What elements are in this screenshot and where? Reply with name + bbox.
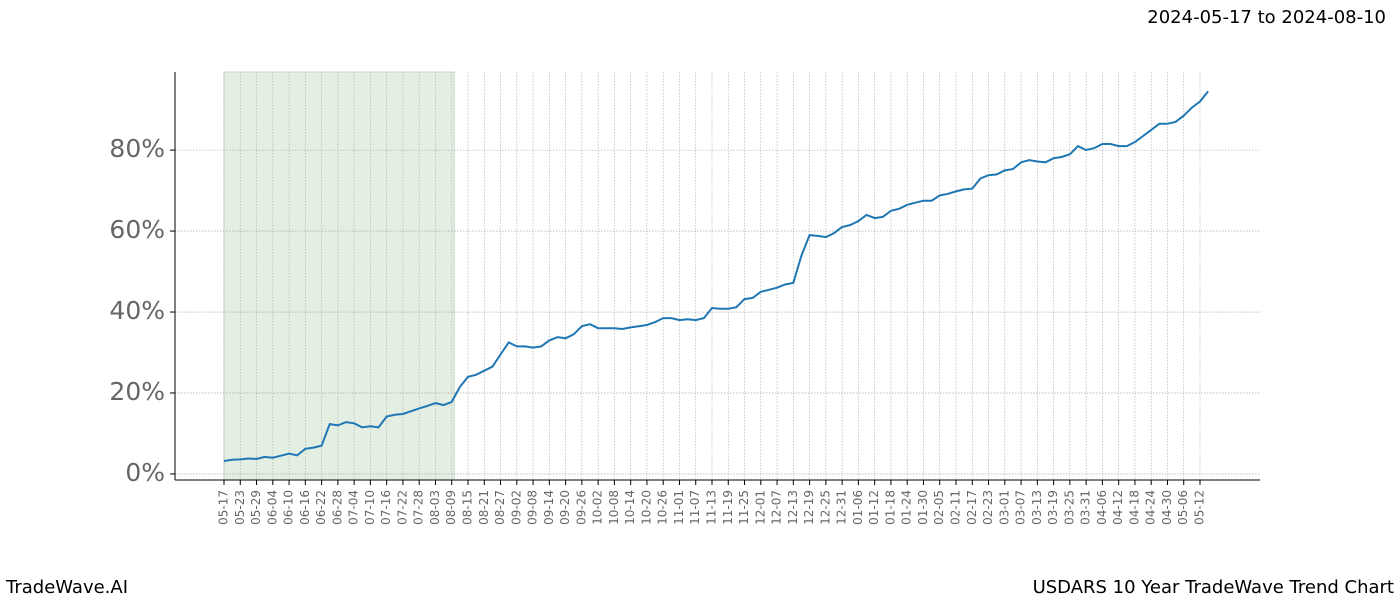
x-tick-label: 03-13 <box>1030 490 1044 525</box>
x-tick-label: 01-12 <box>867 490 881 525</box>
x-tick-label: 04-06 <box>1095 490 1109 525</box>
x-tick-label: 11-25 <box>737 490 751 525</box>
trend-line <box>223 90 1209 462</box>
x-tick-label: 09-02 <box>509 490 523 525</box>
x-tick-label: 02-17 <box>965 490 979 525</box>
x-tick-label: 05-17 <box>217 490 231 525</box>
x-tick-label: 11-01 <box>672 490 686 525</box>
x-tick-label: 01-24 <box>900 490 914 525</box>
x-tick-label: 03-19 <box>1046 490 1060 525</box>
x-tick-label: 03-01 <box>997 490 1011 525</box>
x-tick-label: 08-15 <box>461 490 475 525</box>
x-tick-label: 09-20 <box>558 490 572 525</box>
x-tick-label: 06-16 <box>298 490 312 525</box>
x-tick-label: 04-30 <box>1160 490 1174 525</box>
x-tick-label: 07-22 <box>395 490 409 525</box>
y-tick-label: 40% <box>109 296 165 325</box>
x-tick-label: 12-07 <box>770 490 784 525</box>
date-range: 2024-05-17 to 2024-08-10 <box>1147 7 1386 28</box>
x-tick-label: 05-23 <box>233 490 247 525</box>
x-tick-label: 06-10 <box>282 490 296 525</box>
x-tick-label: 09-14 <box>542 490 556 525</box>
x-tick-label: 10-02 <box>591 490 605 525</box>
x-tick-label: 10-26 <box>656 490 670 525</box>
x-tick-label: 07-28 <box>412 490 426 525</box>
x-tick-label: 04-12 <box>1111 490 1125 525</box>
x-tick-label: 02-05 <box>932 490 946 525</box>
y-tick-label: 60% <box>109 215 165 244</box>
x-tick-label: 05-06 <box>1176 490 1190 525</box>
x-tick-label: 06-04 <box>265 490 279 525</box>
x-tick-label: 03-07 <box>1014 490 1028 525</box>
x-tick-label: 12-01 <box>753 490 767 525</box>
x-tick-label: 07-16 <box>379 490 393 525</box>
x-tick-label: 12-31 <box>835 490 849 525</box>
x-tick-label: 09-26 <box>574 490 588 525</box>
x-tick-label: 04-24 <box>1144 490 1158 525</box>
brand: TradeWave.AI <box>5 577 128 598</box>
x-tick-label: 03-31 <box>1079 490 1093 525</box>
x-tick-label: 12-13 <box>786 490 800 525</box>
x-tick-label: 06-22 <box>314 490 328 525</box>
y-tick-label: 20% <box>109 377 165 406</box>
y-tick-label: 0% <box>125 458 165 487</box>
x-tick-label: 11-13 <box>705 490 719 525</box>
x-tick-label: 11-19 <box>721 490 735 525</box>
x-tick-label: 12-25 <box>818 490 832 525</box>
x-tick-label: 08-27 <box>493 490 507 525</box>
x-tick-label: 07-10 <box>363 490 377 525</box>
x-tick-label: 08-21 <box>477 490 491 525</box>
x-tick-label: 01-06 <box>851 490 865 525</box>
x-tick-label: 10-14 <box>623 490 637 525</box>
x-tick-label: 03-25 <box>1062 490 1076 525</box>
x-tick-label: 06-28 <box>330 490 344 525</box>
x-tick-label: 10-20 <box>639 490 653 525</box>
x-tick-label: 01-18 <box>883 490 897 525</box>
x-tick-label: 01-30 <box>916 490 930 525</box>
x-tick-label: 10-08 <box>607 490 621 525</box>
x-tick-label: 02-11 <box>949 490 963 525</box>
x-tick-label: 05-12 <box>1193 490 1207 525</box>
x-tick-label: 02-23 <box>981 490 995 525</box>
x-tick-label: 04-18 <box>1127 490 1141 525</box>
x-tick-label: 05-29 <box>249 490 263 525</box>
x-tick-label: 09-08 <box>526 490 540 525</box>
y-tick-label: 80% <box>109 134 165 163</box>
x-tick-label: 08-03 <box>428 490 442 525</box>
chart-title: USDARS 10 Year TradeWave Trend Chart <box>1033 577 1394 598</box>
highlight-region <box>223 71 455 481</box>
x-tick-label: 07-04 <box>347 490 361 525</box>
x-tick-label: 12-19 <box>802 490 816 525</box>
x-tick-label: 11-07 <box>688 490 702 525</box>
x-tick-label: 08-09 <box>444 490 458 525</box>
